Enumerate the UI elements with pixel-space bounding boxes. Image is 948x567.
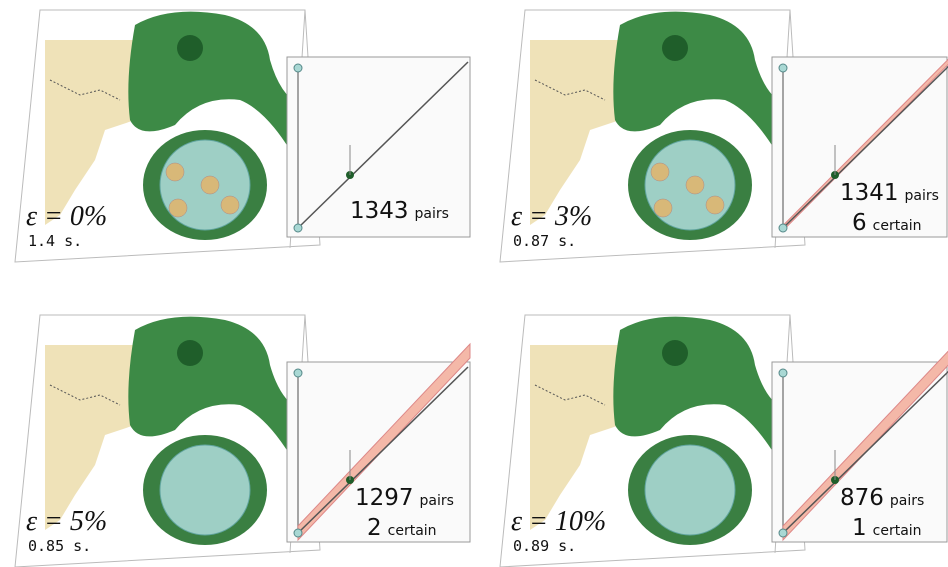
land-detail — [534, 79, 606, 101]
certain-label: certain — [873, 218, 922, 234]
certain-line: 6 certain — [852, 210, 922, 236]
time-label: 0.85 s. — [28, 537, 91, 555]
max-sphere — [177, 35, 203, 61]
panel: ε = 3%0.87 s. 1341 pairs 6 certain — [499, 9, 948, 263]
epsilon-label: ε = 10% — [511, 506, 606, 537]
epsilon-label: ε = 5% — [26, 506, 107, 537]
epsilon-label: ε = 3% — [511, 201, 592, 232]
diagram-point — [293, 528, 303, 538]
epsilon-label: ε = 0% — [26, 201, 107, 232]
saddle-sphere — [200, 175, 220, 195]
saddle-sphere — [685, 175, 705, 195]
diagram-point — [293, 223, 303, 233]
diagram-point — [778, 528, 788, 538]
pairs-count: 1341 — [840, 180, 899, 206]
diagonal — [782, 65, 948, 229]
pairs-count: 1343 — [350, 198, 409, 224]
diagram-point — [778, 368, 788, 378]
diagram-point — [293, 63, 303, 73]
certain-line: 2 certain — [367, 515, 437, 541]
sphere — [644, 444, 736, 536]
panel: ε = 0%1.4 s. 1343 pairs — [14, 9, 471, 263]
isosurface — [613, 11, 785, 150]
sphere — [159, 444, 251, 536]
land — [530, 40, 625, 225]
pairs-count: 876 — [840, 485, 884, 511]
pairs-line: 876 pairs — [840, 485, 924, 511]
certain-count: 2 — [367, 515, 382, 541]
land-detail — [534, 384, 606, 406]
diagonal — [782, 370, 948, 534]
land — [45, 40, 140, 225]
diagram-point — [293, 368, 303, 378]
pairs-line: 1297 pairs — [355, 485, 454, 511]
diagram-frame — [286, 56, 471, 238]
saddle-sphere — [165, 162, 185, 182]
pairs-label: pairs — [905, 188, 939, 204]
certain-label: certain — [388, 523, 437, 539]
diagram-point — [778, 223, 788, 233]
diagram-point — [778, 63, 788, 73]
land-detail — [49, 384, 121, 406]
land — [45, 345, 140, 530]
certain-count: 1 — [852, 515, 867, 541]
saddle-sphere — [705, 195, 725, 215]
pairs-line: 1343 pairs — [350, 198, 449, 224]
time-label: 1.4 s. — [28, 232, 82, 250]
saddle-sphere — [653, 198, 673, 218]
max-sphere — [662, 35, 688, 61]
panel: ε = 5%0.85 s. 1297 pairs 2 certain — [14, 314, 471, 567]
saddle-sphere — [168, 198, 188, 218]
saddle-sphere — [650, 162, 670, 182]
land-detail — [49, 79, 121, 101]
pairs-label: pairs — [890, 493, 924, 509]
saddle-sphere — [220, 195, 240, 215]
pairs-count: 1297 — [355, 485, 414, 511]
panel: ε = 10%0.89 s. 876 pairs 1 certain — [499, 314, 948, 567]
land — [530, 345, 625, 530]
pairs-line: 1341 pairs — [840, 180, 939, 206]
diagonal — [297, 61, 469, 229]
pairs-label: pairs — [415, 206, 449, 222]
certain-count: 6 — [852, 210, 867, 236]
time-label: 0.89 s. — [513, 537, 576, 555]
diagonal — [297, 366, 469, 534]
time-label: 0.87 s. — [513, 232, 576, 250]
isosurface — [128, 11, 300, 150]
certain-label: certain — [873, 523, 922, 539]
isosurface — [128, 316, 300, 455]
max-sphere — [662, 340, 688, 366]
isosurface — [613, 316, 785, 455]
max-sphere — [177, 340, 203, 366]
pairs-label: pairs — [420, 493, 454, 509]
certain-line: 1 certain — [852, 515, 922, 541]
